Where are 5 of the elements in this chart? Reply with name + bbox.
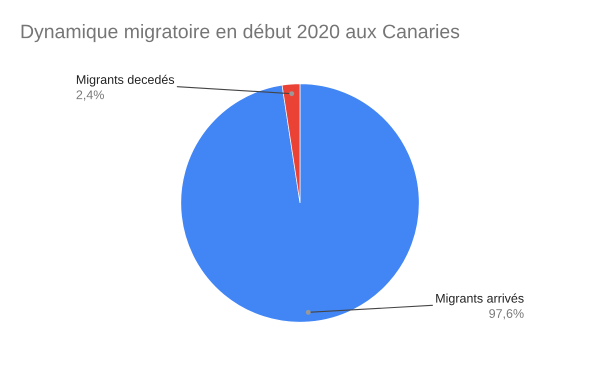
data-label: 2,4% (76, 90, 104, 101)
slice-label: Migrants arrivés (436, 293, 524, 306)
slice-label: Migrants decedés (76, 74, 174, 86)
chart-title: Dynamique migratoire en début 2020 aux Canaries (22, 24, 460, 42)
data-label: 97,6% (489, 309, 524, 320)
